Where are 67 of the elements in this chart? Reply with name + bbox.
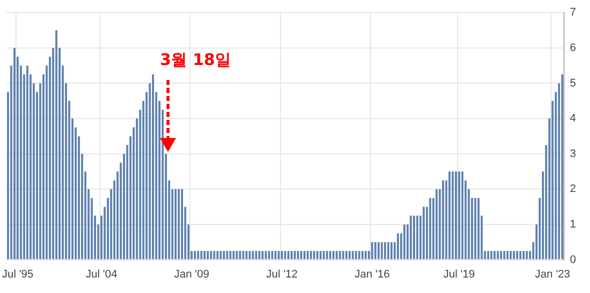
y-tick-label: 1: [570, 218, 576, 231]
bar: [329, 250, 332, 260]
bar: [348, 250, 351, 260]
x-tick-label: Jul '19: [443, 268, 475, 280]
bar: [268, 250, 270, 260]
bar: [474, 198, 476, 260]
bar: [303, 250, 306, 260]
bar: [436, 189, 438, 260]
bar: [374, 242, 376, 260]
bar: [316, 250, 318, 260]
bar: [294, 250, 296, 260]
bar: [197, 250, 200, 260]
bar: [262, 250, 264, 260]
bar: [336, 250, 338, 260]
bar: [178, 189, 180, 260]
x-tick-label: Jul '12: [266, 268, 298, 280]
bar: [248, 250, 251, 260]
bar: [310, 250, 312, 260]
y-tick-label: 6: [570, 42, 576, 54]
x-tick-label: Jan '09: [174, 268, 210, 280]
bar: [287, 250, 290, 260]
bar: [361, 250, 364, 260]
y-tick-label: 4: [570, 112, 576, 125]
bar: [280, 250, 283, 260]
annotation: 3월 18일: [160, 50, 231, 71]
y-tick-label: 3: [570, 148, 576, 160]
bar: [387, 242, 390, 260]
bar: [229, 250, 232, 260]
y-tick-label: 7: [570, 6, 576, 19]
bar: [210, 250, 212, 260]
bar: [322, 250, 325, 260]
bar: [461, 172, 464, 260]
bar: [448, 172, 450, 260]
bar: [413, 216, 416, 260]
x-tick-label: Jan '23: [535, 268, 570, 280]
bar: [204, 250, 206, 260]
bar: [255, 250, 258, 260]
x-tick-label: Jul '95: [2, 268, 34, 280]
bar: [355, 250, 358, 260]
bar: [297, 250, 300, 260]
bar: [494, 250, 496, 260]
bar: [512, 250, 515, 260]
bar: [216, 250, 218, 260]
bar: [300, 250, 302, 260]
bar: [500, 250, 502, 260]
bar: [236, 250, 238, 260]
x-tick-label: Jan '16: [354, 268, 390, 280]
bar: [487, 250, 490, 260]
bar: [274, 250, 276, 260]
bar: [454, 172, 457, 260]
x-tick-label: Jul '04: [86, 268, 118, 280]
bar: [26, 66, 28, 260]
bar: [306, 250, 309, 260]
bar: [174, 189, 177, 260]
bar: [222, 250, 225, 260]
y-tick-label: 2: [570, 183, 576, 196]
bar: [506, 250, 508, 260]
y-tick-label: 0: [570, 254, 576, 266]
y-tick-label: 5: [570, 77, 576, 90]
bar: [442, 180, 444, 260]
bar: [429, 198, 432, 260]
bar: [342, 250, 344, 260]
bar: [526, 250, 528, 260]
bar: [290, 250, 293, 260]
bar: [561, 74, 564, 260]
bar: [380, 242, 383, 260]
bar: [519, 250, 522, 260]
